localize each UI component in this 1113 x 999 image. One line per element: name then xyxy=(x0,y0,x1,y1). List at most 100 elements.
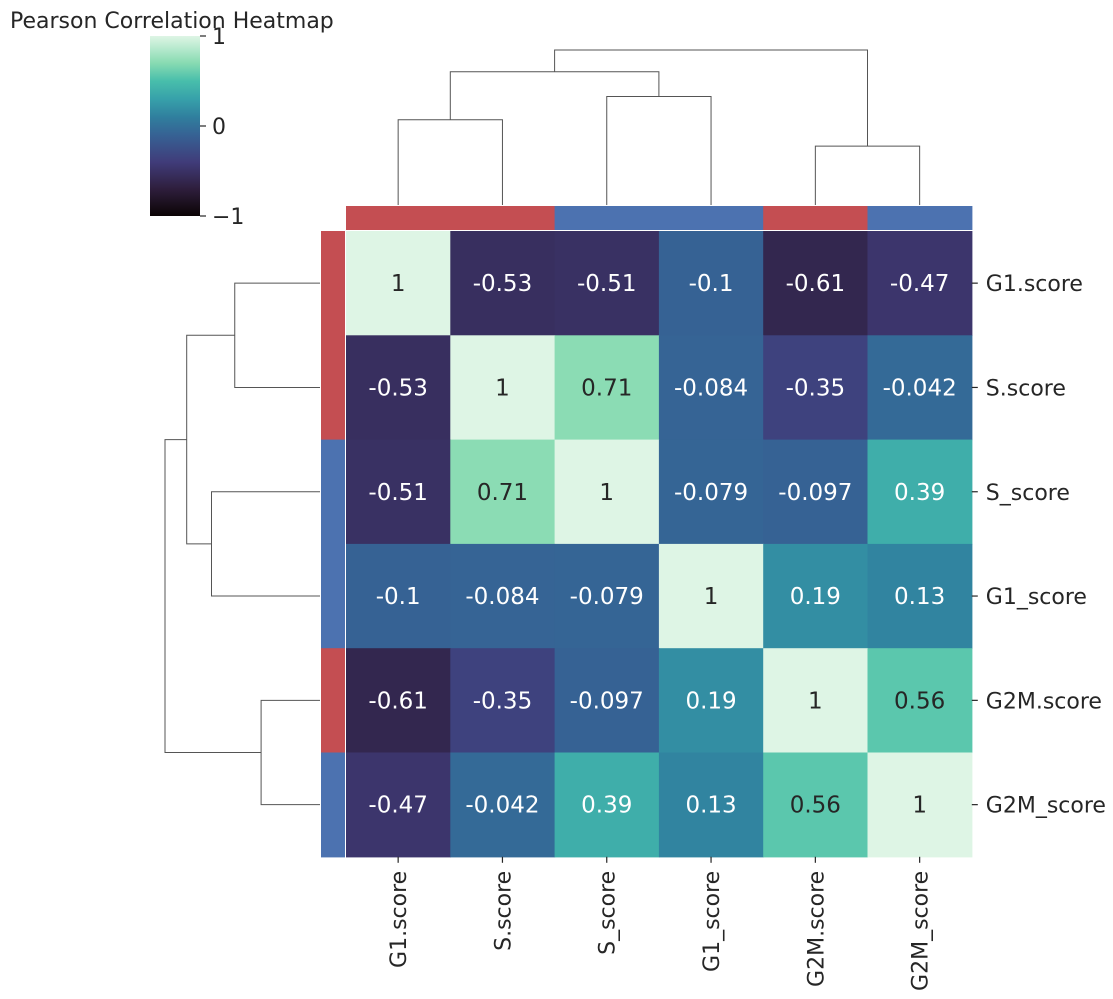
heatmap-cell-label: -0.51 xyxy=(577,271,637,297)
row-dendrogram xyxy=(164,282,320,806)
heatmap-cell-label: -0.097 xyxy=(570,688,644,714)
heatmap-cell xyxy=(346,231,451,336)
column-dendrogram-link xyxy=(606,96,712,205)
heatmap-cell xyxy=(450,752,556,858)
heatmap-cell xyxy=(763,231,869,336)
heatmap-cell xyxy=(867,543,973,649)
heatmap-cell-label: -0.042 xyxy=(883,375,957,401)
heatmap-cell-label: 1 xyxy=(704,584,719,610)
heatmap-cell-label: 0.56 xyxy=(790,793,841,819)
heatmap-cell xyxy=(346,752,451,858)
heatmap-cell xyxy=(346,648,451,754)
heatmap-cell xyxy=(554,439,660,545)
heatmap-cell xyxy=(346,335,451,441)
heatmap-cell xyxy=(658,648,764,754)
column-color-cell xyxy=(450,206,556,230)
heatmap-cell xyxy=(763,439,869,545)
heatmap-cell xyxy=(763,335,869,441)
row-dendrogram-link xyxy=(186,334,235,545)
column-labels: G1.score S.score S_score G1_score G2M.score G… xyxy=(387,856,934,991)
heatmap-cell xyxy=(554,335,660,441)
colorbar-tick-label-0: 1 xyxy=(212,25,226,50)
chart-title: Pearson Correlation Heatmap xyxy=(10,9,334,34)
colorbar-tick-label-2: −1 xyxy=(212,205,244,230)
heatmap-cell-label: -0.53 xyxy=(473,271,533,297)
heatmap-cell-label: -0.47 xyxy=(368,793,428,819)
column-color-bar xyxy=(346,206,973,230)
heatmap-cell-label: -0.084 xyxy=(674,375,748,401)
heatmap-cell xyxy=(658,231,764,336)
colorbar xyxy=(150,36,200,216)
column-dendrogram-link xyxy=(814,145,921,205)
heatmap-cell-label: -0.35 xyxy=(786,375,846,401)
row-labels: G1.score S.score S_score G1_score G2M.score G… xyxy=(971,272,1106,819)
heatmap-cell-label: 1 xyxy=(808,688,823,714)
heatmap-cell xyxy=(554,543,660,649)
heatmap-cell xyxy=(450,335,556,441)
row-dendrogram-link xyxy=(260,699,320,806)
row-color-bar xyxy=(321,231,345,858)
heatmap-cells: 1 -0.53 -0.51 -0.1 -0.61 -0.47 -0.53 1 0.71 -0.08… xyxy=(346,231,973,858)
heatmap-cell-label: -0.61 xyxy=(368,688,428,714)
heatmap-cell-label: 0.19 xyxy=(685,688,736,714)
heatmap-cell-label: -0.079 xyxy=(570,584,644,610)
row-dendrogram-link xyxy=(211,491,320,597)
colorbar-ticks: 1 0 −1 xyxy=(200,25,244,230)
column-dendrogram xyxy=(397,49,921,205)
row-label: G2M.score xyxy=(986,689,1102,714)
heatmap-cell xyxy=(867,335,973,441)
heatmap-cell-label: -0.1 xyxy=(376,584,421,610)
heatmap-cell-label: -0.35 xyxy=(473,688,533,714)
heatmap-cell-label: 1 xyxy=(599,480,614,506)
heatmap-cell xyxy=(450,439,556,545)
row-label: S_score xyxy=(986,481,1070,506)
heatmap-cell xyxy=(763,752,869,858)
heatmap-cell xyxy=(450,231,556,336)
heatmap-cell-label: 1 xyxy=(912,793,927,819)
heatmap-cell-label: 0.19 xyxy=(790,584,841,610)
heatmap-cell xyxy=(554,648,660,754)
column-dendrogram-link xyxy=(554,49,868,147)
heatmap-cell xyxy=(658,439,764,545)
heatmap-cell xyxy=(763,648,869,754)
row-color-cell xyxy=(321,752,345,858)
column-dendrogram-link xyxy=(397,119,503,205)
heatmap-cell xyxy=(554,231,660,336)
heatmap-cell-label: -0.084 xyxy=(465,584,539,610)
column-color-cell xyxy=(346,206,451,230)
heatmap-cell xyxy=(867,439,973,545)
heatmap-cell-label: -0.097 xyxy=(778,480,852,506)
heatmap-cell-label: -0.042 xyxy=(465,793,539,819)
column-label: G1_score xyxy=(700,871,725,972)
heatmap-cell xyxy=(867,648,973,754)
heatmap-cell xyxy=(346,439,451,545)
row-dendrogram-link xyxy=(234,282,320,388)
column-color-cell xyxy=(554,206,660,230)
row-label: G2M_score xyxy=(986,794,1106,819)
heatmap-cell xyxy=(763,543,869,649)
heatmap-cell-label: -0.53 xyxy=(368,375,428,401)
row-color-cell xyxy=(321,439,345,545)
heatmap-cell-label: 0.13 xyxy=(685,793,736,819)
row-color-cell xyxy=(321,543,345,649)
heatmap-cell xyxy=(867,231,973,336)
heatmap-cell-label: 0.56 xyxy=(894,688,945,714)
heatmap-cell-label: 0.39 xyxy=(581,793,632,819)
heatmap-cell-label: -0.61 xyxy=(786,271,846,297)
heatmap-cell-label: -0.47 xyxy=(890,271,950,297)
row-color-cell xyxy=(321,648,345,754)
column-label: G2M.score xyxy=(804,871,829,987)
heatmap-cell-label: 0.71 xyxy=(477,480,528,506)
row-label: G1_score xyxy=(986,585,1087,610)
heatmap-cell-label: 0.13 xyxy=(894,584,945,610)
row-color-cell xyxy=(321,231,345,336)
column-color-cell xyxy=(867,206,973,230)
heatmap-cell-label: 1 xyxy=(391,271,406,297)
heatmap-cell xyxy=(658,752,764,858)
heatmap-cell xyxy=(658,543,764,649)
heatmap-cell-label: -0.079 xyxy=(674,480,748,506)
column-label: S_score xyxy=(596,871,621,955)
column-dendrogram-link xyxy=(449,71,660,120)
row-label: S.score xyxy=(986,376,1066,401)
